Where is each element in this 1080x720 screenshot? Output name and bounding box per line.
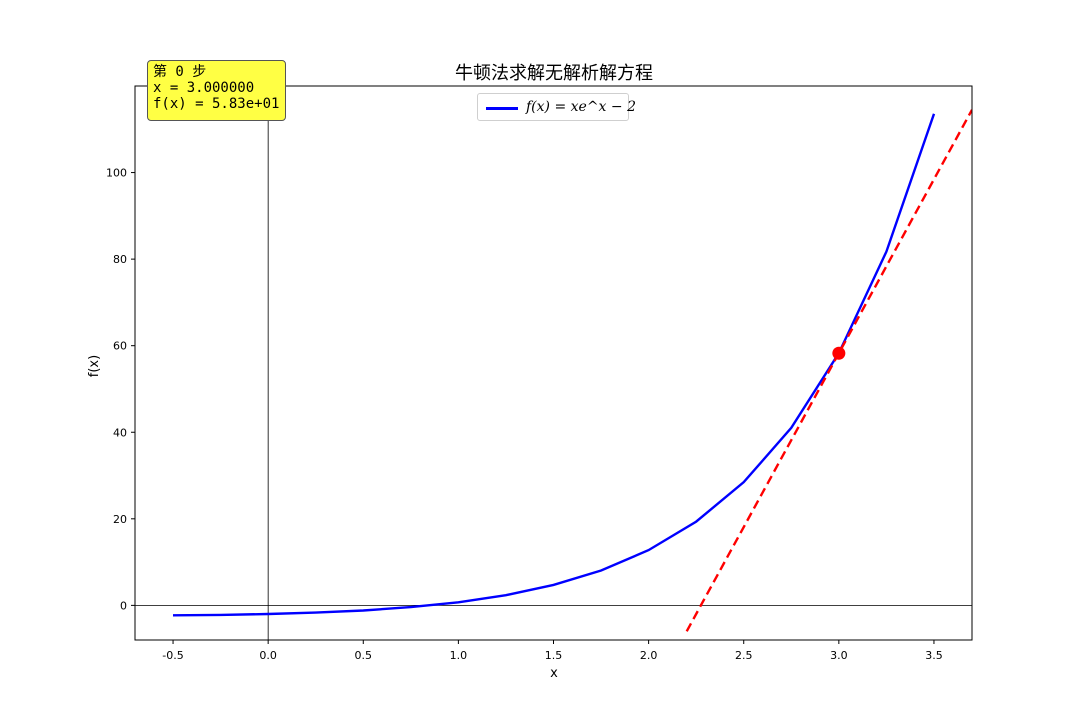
x-tick-label: 3.5 [925,649,943,662]
x-tick-label: 2.0 [640,649,658,662]
iteration-step-label: 第 0 步 [153,64,207,80]
x-tick-label: 1.5 [545,649,563,662]
y-tick-label: 100 [106,167,127,180]
x-tick-label: -0.5 [162,649,183,662]
chart-title: 牛顿法求解无解析解方程 [455,63,653,84]
current-iterate-point [832,346,846,360]
y-tick-label: 40 [113,426,127,439]
current-fx-value: f(x) = 5.83e+01 [153,96,280,112]
function-curve [172,113,936,617]
legend: f(x) = xe^x − 2 [477,93,636,121]
axes-frame [134,85,973,641]
current-x-value: x = 3.000000 [153,80,255,96]
y-tick-label: 60 [113,340,127,353]
x-tick-label: 0.5 [355,649,373,662]
x-axis-label: x [550,666,558,681]
x-tick-label: 1.0 [450,649,468,662]
tangent-line [685,109,972,632]
y-tick-label: 20 [113,513,127,526]
y-tick-label: 0 [120,599,127,612]
x-tick-label: 0.0 [259,649,277,662]
x-tick-label: 2.5 [735,649,753,662]
legend-line-swatch [486,107,518,110]
legend-entry-label: f(x) = xe^x − 2 [526,99,636,115]
y-tick-label: 80 [113,253,127,266]
plot-area: -0.5 0.0 0.5 1.0 1.5 2.0 2.5 3.0 3.5 0 20 40 60 80 100 [106,85,973,662]
x-tick-label: 3.0 [830,649,848,662]
y-axis-label: f(x) [87,355,102,377]
